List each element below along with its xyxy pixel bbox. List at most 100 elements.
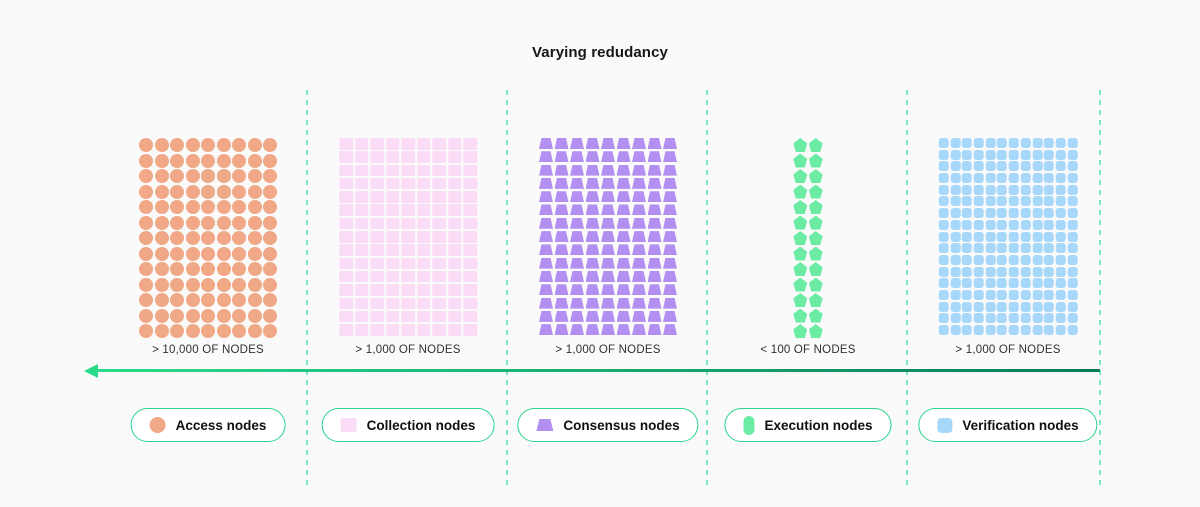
verification-node [950,301,961,312]
node-grid-collection [339,138,477,336]
consensus-node [616,284,631,296]
collection-node [385,284,400,296]
verification-node [985,243,996,254]
verification-node [950,184,961,195]
verification-node [1032,184,1043,195]
collection-node [432,138,446,150]
collection-node [401,177,415,190]
verification-node [1020,254,1031,265]
consensus-node [554,231,569,243]
count-label-verification: > 1,000 OF NODES [955,344,1061,356]
collection-node [463,257,477,270]
legend-access-nodes[interactable]: Access nodes [130,408,286,442]
verification-node [973,231,984,242]
collection-node [401,270,415,283]
execution-node [793,215,808,230]
consensus-node [632,138,646,149]
verification-node [1067,289,1078,300]
legend-collection-nodes[interactable]: Collection nodes [321,408,495,442]
count-label-collection: > 1,000 OF NODES [355,344,461,356]
collection-node [354,138,369,150]
consensus-node [601,177,615,189]
consensus-node [601,244,615,256]
verification-node [973,149,984,160]
collection-node [339,164,353,177]
verification-node [1020,149,1031,160]
access-node [170,231,184,245]
consensus-node [539,151,553,163]
verification-node [1043,325,1054,335]
verification-node [1043,301,1054,312]
execution-node [793,277,808,292]
access-node [216,262,231,276]
verification-node [1008,196,1019,207]
consensus-node [539,138,553,149]
access-node [170,138,184,152]
collection-node [416,164,431,177]
access-node [216,293,231,307]
execution-node [793,138,808,152]
legend-execution-nodes[interactable]: Execution nodes [724,408,892,442]
execution-node [808,184,823,199]
consensus-node [554,297,569,309]
verification-node [950,173,961,184]
access-node [216,246,231,261]
consensus-node [601,191,615,203]
access-node [263,324,277,338]
collection-node [385,191,400,203]
consensus-node [601,270,615,282]
verification-node [985,325,996,335]
execution-node [793,169,808,183]
consensus-node [554,177,569,189]
collection-node [447,324,462,336]
access-node [185,184,200,199]
access-node [154,169,169,183]
collection-node [370,297,384,310]
collection-node [354,204,369,216]
access-node [263,308,277,323]
collection-node [416,257,431,270]
consensus-node [632,151,646,163]
collection-node [463,164,477,177]
access-node [185,308,200,323]
collection-node [416,151,431,163]
verification-node [1020,208,1031,219]
collection-node [370,324,384,336]
access-node [201,277,215,292]
consensus-node [616,164,631,176]
legend-consensus-nodes[interactable]: Consensus nodes [517,408,699,442]
collection-node [370,310,384,323]
execution-node [793,262,808,276]
collection-node [354,191,369,203]
verification-node [1055,231,1066,242]
access-node [154,277,169,292]
access-node [263,277,277,292]
verification-node [1067,161,1078,172]
verification-node [1043,184,1054,195]
consensus-node [539,270,553,282]
access-node [232,246,246,261]
verification-node [1032,138,1043,148]
consensus-node [539,284,553,296]
collection-node [432,310,446,323]
verification-node [985,313,996,324]
collection-node [463,217,477,230]
verification-node [1020,243,1031,254]
consensus-node [663,297,677,309]
consensus-node [616,204,631,216]
verification-node [1008,219,1019,230]
collection-node [401,164,415,177]
access-node [201,231,215,245]
consensus-node [585,257,600,269]
consensus-node [616,151,631,163]
consensus-node [663,231,677,243]
collection-node [416,324,431,336]
execution-node [793,293,808,307]
collection-node [447,191,462,203]
verification-node [1032,278,1043,289]
legend-verification-nodes[interactable]: Verification nodes [918,408,1098,442]
verification-node [1067,208,1078,219]
verification-node [973,254,984,265]
collection-node [401,244,415,256]
collection-node [401,324,415,336]
